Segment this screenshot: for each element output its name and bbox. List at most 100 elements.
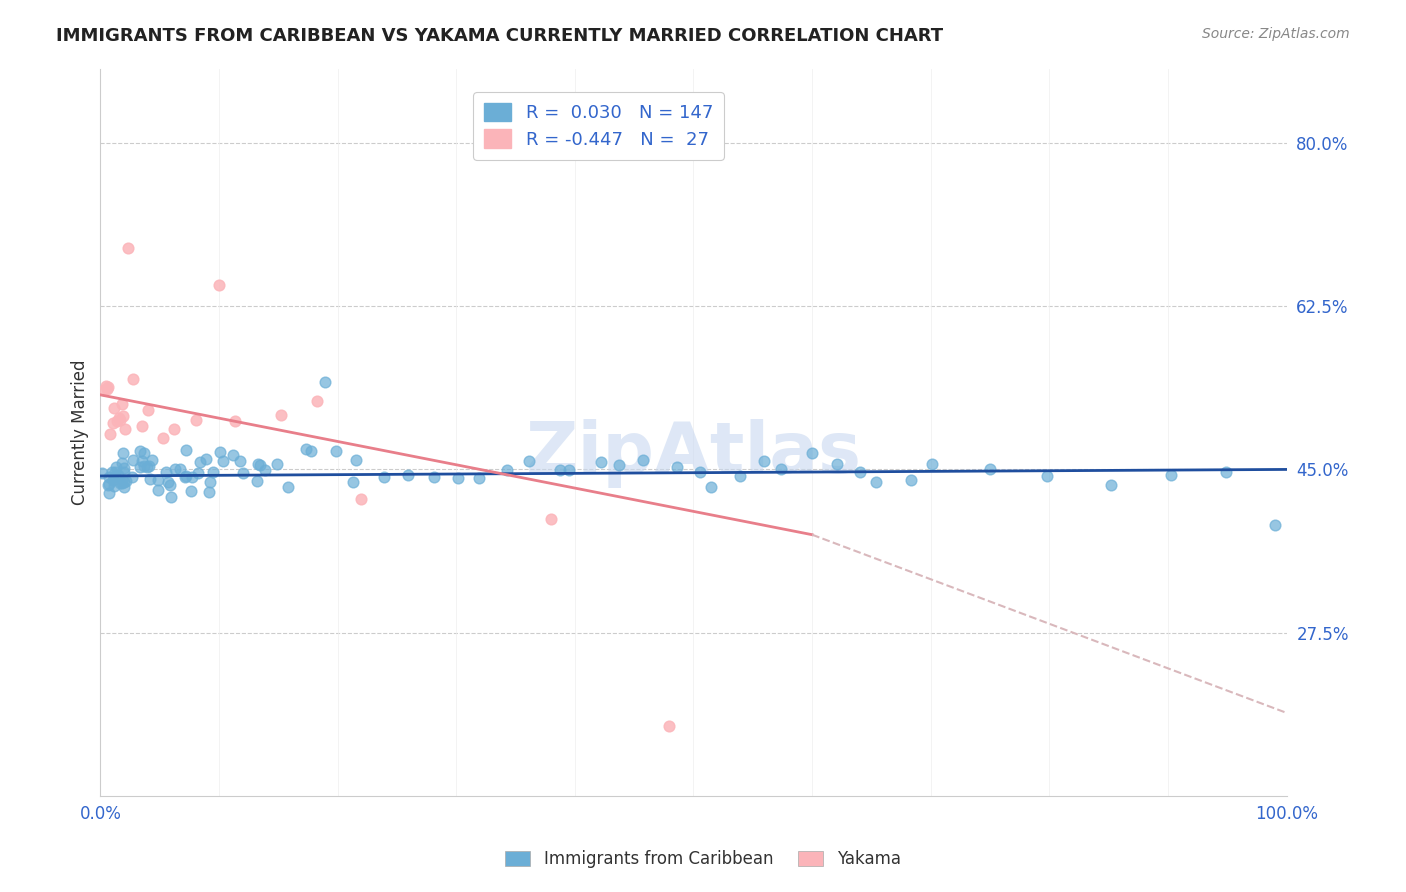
Point: [198, 475, 221, 489]
Point: [224, 414, 246, 428]
Point: [344, 452, 367, 467]
Point: [174, 442, 197, 457]
Point: [979, 461, 1001, 475]
Point: [825, 457, 848, 471]
Point: [101, 465, 124, 479]
Point: [181, 470, 204, 484]
Point: [299, 444, 322, 458]
Point: [246, 458, 269, 472]
Point: [159, 490, 181, 504]
Point: [865, 475, 887, 489]
Point: [108, 475, 131, 490]
Point: [558, 463, 581, 477]
Point: [188, 455, 211, 469]
Point: [97, 476, 120, 491]
Point: [849, 465, 872, 479]
Point: [229, 454, 252, 468]
Point: [548, 463, 571, 477]
Point: [921, 457, 943, 471]
Point: [342, 475, 364, 489]
Point: [754, 454, 776, 468]
Point: [277, 480, 299, 494]
Point: [141, 452, 163, 467]
Point: [163, 422, 186, 436]
Point: [665, 459, 688, 474]
Point: [689, 465, 711, 479]
Point: [114, 475, 136, 489]
Point: [135, 459, 157, 474]
Point: [97, 380, 120, 394]
Point: [422, 469, 444, 483]
Point: [270, 409, 292, 423]
Point: [122, 372, 145, 386]
Legend: Immigrants from Caribbean, Yakama: Immigrants from Caribbean, Yakama: [499, 844, 907, 875]
Point: [201, 465, 224, 479]
Point: [163, 462, 186, 476]
Point: [131, 419, 153, 434]
Point: [111, 409, 134, 424]
Point: [373, 469, 395, 483]
Point: [103, 479, 125, 493]
Point: [94, 379, 117, 393]
Point: [93, 384, 115, 398]
Point: [589, 455, 612, 469]
Text: Source: ZipAtlas.com: Source: ZipAtlas.com: [1202, 27, 1350, 41]
Point: [769, 461, 792, 475]
Point: [159, 478, 181, 492]
Point: [180, 483, 202, 498]
Point: [112, 480, 135, 494]
Point: [111, 475, 134, 490]
Point: [207, 277, 229, 292]
Point: [1160, 468, 1182, 483]
Point: [212, 454, 235, 468]
Point: [468, 470, 491, 484]
Point: [325, 443, 347, 458]
Point: [607, 458, 630, 473]
Point: [305, 394, 328, 409]
Point: [631, 453, 654, 467]
Point: [1035, 468, 1057, 483]
Point: [107, 468, 129, 483]
Point: [104, 469, 127, 483]
Point: [246, 474, 269, 488]
Point: [105, 414, 128, 428]
Point: [112, 461, 135, 475]
Text: ZipAtlas: ZipAtlas: [526, 419, 862, 489]
Legend: R =  0.030   N = 147, R = -0.447   N =  27: R = 0.030 N = 147, R = -0.447 N = 27: [474, 92, 724, 160]
Point: [121, 470, 143, 484]
Point: [108, 410, 131, 425]
Point: [222, 448, 245, 462]
Point: [111, 446, 134, 460]
Point: [800, 446, 823, 460]
Point: [350, 491, 373, 506]
Point: [496, 462, 519, 476]
Point: [174, 469, 197, 483]
Point: [540, 512, 562, 526]
Point: [1099, 478, 1122, 492]
Point: [169, 462, 191, 476]
Point: [101, 473, 124, 487]
Point: [103, 401, 125, 416]
Text: IMMIGRANTS FROM CARIBBEAN VS YAKAMA CURRENTLY MARRIED CORRELATION CHART: IMMIGRANTS FROM CARIBBEAN VS YAKAMA CURR…: [56, 27, 943, 45]
Point: [173, 470, 195, 484]
Point: [314, 375, 336, 389]
Point: [232, 467, 254, 481]
Point: [117, 241, 139, 255]
Point: [129, 443, 152, 458]
Point: [447, 471, 470, 485]
Point: [699, 481, 721, 495]
Point: [98, 427, 121, 442]
Point: [139, 472, 162, 486]
Point: [128, 459, 150, 474]
Point: [97, 470, 120, 484]
Point: [114, 475, 136, 490]
Point: [396, 468, 419, 483]
Point: [194, 452, 217, 467]
Point: [900, 473, 922, 487]
Y-axis label: Currently Married: Currently Married: [72, 359, 89, 505]
Point: [152, 431, 174, 445]
Point: [134, 446, 156, 460]
Point: [156, 475, 179, 489]
Point: [111, 456, 134, 470]
Point: [295, 442, 318, 457]
